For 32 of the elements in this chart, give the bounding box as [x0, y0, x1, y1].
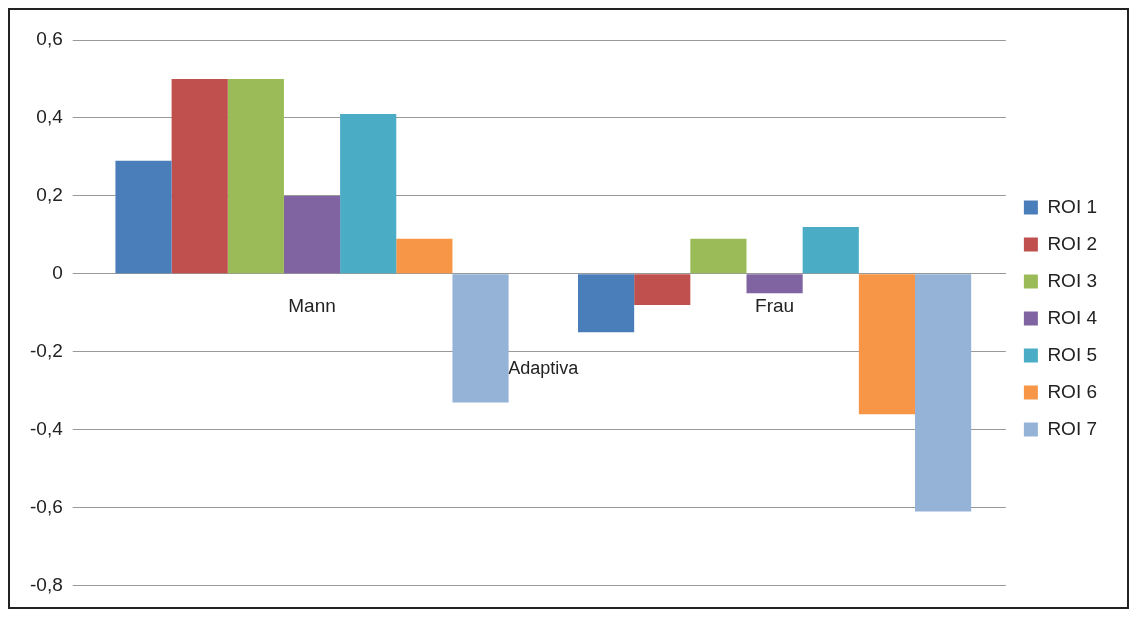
x-tick-label: Frau [755, 295, 795, 317]
bar [634, 274, 691, 306]
y-tick-label: 0,6 [36, 28, 63, 50]
bar [283, 195, 341, 274]
legend-label: ROI 5 [1047, 343, 1097, 365]
bar [690, 238, 747, 274]
y-tick-label: -0,8 [29, 573, 63, 595]
y-tick-label: 0,2 [36, 184, 63, 206]
bar [578, 274, 635, 333]
x-axis-title: Adaptiva [508, 358, 580, 379]
bar [858, 274, 916, 415]
x-tick-label: Mann [288, 295, 336, 317]
y-tick-label: -0,6 [29, 495, 63, 517]
y-tick-label: 0,4 [36, 106, 64, 128]
bar [340, 114, 397, 274]
legend-label: ROI 3 [1047, 269, 1097, 291]
bar [227, 78, 284, 274]
y-tick-label: -0,4 [29, 417, 64, 439]
bar [171, 78, 228, 274]
bar [802, 227, 859, 274]
bar [452, 274, 509, 403]
bar [746, 274, 803, 294]
bar [396, 238, 453, 274]
bar [915, 274, 972, 512]
legend-label: ROI 7 [1047, 417, 1097, 439]
legend-label: ROI 2 [1047, 232, 1097, 254]
legend-label: ROI 6 [1047, 380, 1097, 402]
legend-label: ROI 1 [1047, 195, 1097, 217]
y-tick-label: -0,2 [29, 340, 63, 362]
y-tick-label: 0 [52, 262, 63, 284]
bar [115, 160, 172, 274]
legend-label: ROI 4 [1047, 306, 1098, 328]
